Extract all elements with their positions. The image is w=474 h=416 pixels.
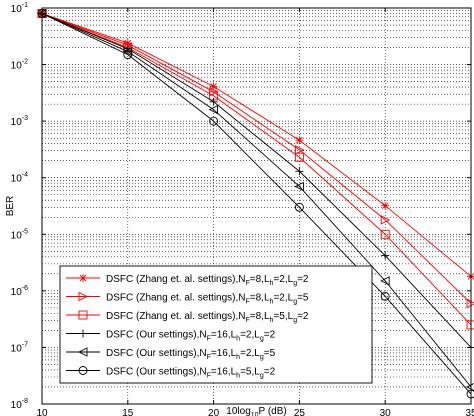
series-2-point: [294, 145, 305, 155]
series-6: [37, 9, 474, 399]
legend-label: DSFC (Zhang et. al. settings),NF=8,Lh=2,…: [106, 293, 309, 306]
x-tick-label: 30: [380, 408, 392, 416]
axis-ticks: 10 15 20 25 30 35 10-1 10-2 10-3 10-4 10-5 10-6 10-7…: [11, 2, 474, 416]
y-tick-label: 10-3: [11, 115, 28, 128]
series-1-line: [41, 13, 472, 277]
series-6-point: [294, 202, 304, 212]
y-tick-label: 10-4: [11, 172, 28, 185]
series-6-point: [380, 291, 390, 301]
series-3-point: [380, 229, 390, 239]
grid-lines: [42, 8, 471, 404]
series-2-line: [41, 13, 472, 304]
legend-label: DSFC (Zhang et. al. settings),NF=8,Lh=2,…: [106, 274, 309, 287]
y-tick-label: 10-7: [11, 341, 28, 354]
series-6-line: [41, 13, 472, 395]
legend-entry-1: DSFC (Zhang et. al. settings),NF=8,Lh=2,…: [66, 274, 309, 287]
y-tick-label: 10-6: [11, 285, 28, 298]
series-4-line: [41, 13, 472, 348]
legend-entry-6: DSFC (Our settings),NF=16,Lh=5,Lg=2: [66, 366, 276, 380]
legend-swatch-marker: [78, 310, 88, 320]
series-6-point: [209, 116, 219, 126]
legend-swatch-marker: [79, 329, 87, 338]
legend-swatch-marker: [78, 291, 89, 302]
x-tick-label: 35: [465, 408, 474, 416]
legend-label: DSFC (Zhang et. al. settings),NF=8,Lh=5,…: [106, 311, 309, 324]
series-5-line: [41, 13, 472, 388]
legend-entry-3: DSFC (Zhang et. al. settings),NF=8,Lh=5,…: [66, 310, 309, 324]
series-4-point: [295, 167, 304, 176]
legend-entry-2: DSFC (Zhang et. al. settings),NF=8,Lh=2,…: [66, 291, 309, 306]
x-tick-label: 25: [294, 408, 306, 416]
x-tick-label: 15: [122, 408, 134, 416]
y-tick-label: 10-5: [11, 228, 28, 241]
series-5-point: [294, 181, 304, 192]
series-5-point: [208, 104, 219, 115]
legend-box: [59, 265, 373, 384]
series-1-point: [209, 82, 218, 91]
y-tick-label: 10-2: [11, 59, 28, 72]
legend-swatch-marker: [78, 366, 88, 375]
series-3-point: [294, 152, 304, 162]
legend-swatch-marker: [79, 274, 87, 282]
series-5-point: [380, 276, 390, 286]
series-2-point: [380, 215, 391, 225]
legend: DSFC (Zhang et. al. settings),NF=8,Lh=2,…: [59, 265, 373, 384]
y-tick-label: 10-1: [11, 2, 28, 15]
series-group: [36, 8, 474, 399]
series-4-point: [381, 251, 390, 260]
legend-label: DSFC (Our settings),NF=16,Lh=2,Lg=2: [106, 330, 276, 343]
legend-label: DSFC (Our settings),NF=16,Lh=2,Lg=5: [106, 348, 276, 361]
x-tick-label: 20: [208, 408, 220, 416]
plot-frame: [41, 7, 472, 405]
series-3-line: [41, 13, 472, 326]
x-axis-label: 10log10P (dB): [226, 406, 286, 416]
y-axis-label: BER: [5, 196, 16, 217]
series-5-point: [122, 46, 133, 57]
series-1-point: [381, 201, 390, 210]
series-1-point: [295, 136, 304, 145]
x-tick-label: 10: [36, 408, 48, 416]
series-4-point: [209, 97, 218, 106]
legend-swatch-marker: [77, 347, 88, 357]
legend-entry-5: DSFC (Our settings),NF=16,Lh=2,Lg=5: [66, 347, 276, 361]
y-tick-label: 10-8: [11, 398, 28, 411]
series-6-point: [123, 50, 133, 60]
legend-label: DSFC (Our settings),NF=16,Lh=5,Lg=2: [106, 367, 276, 380]
legend-entry-4: DSFC (Our settings),NF=16,Lh=2,Lg=2: [66, 329, 276, 343]
